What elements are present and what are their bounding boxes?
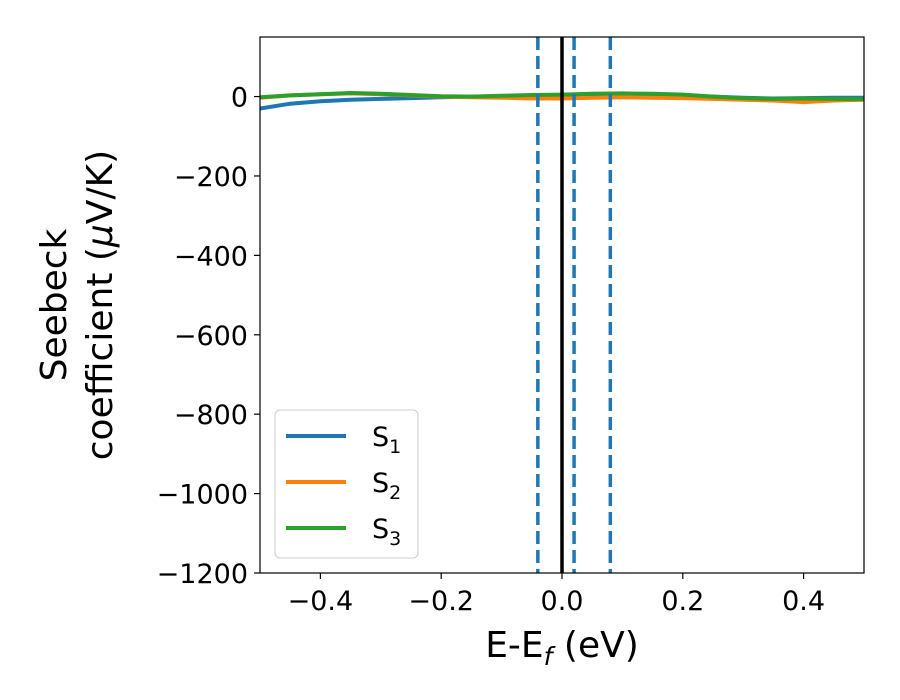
y-axis-label-line2: coefficient (μV/K): [80, 150, 121, 460]
legend-box: [274, 409, 419, 559]
x-axis-label-unit: (eV): [552, 625, 638, 666]
x-tick-label: −0.4: [288, 586, 354, 617]
x-tick-label: 0.4: [782, 586, 825, 617]
y-tick-label: −600: [174, 321, 248, 352]
y-tick-label: −1200: [157, 559, 248, 590]
y-axis-ticks: 0 −200 −400 −600 −800 −1000 −1200: [157, 83, 260, 590]
legend-label-s3: S3: [372, 514, 401, 550]
y-axis-label-mu: μ: [80, 224, 121, 248]
legend-label-s2: S2: [372, 468, 401, 504]
y-tick-label: −1000: [157, 480, 248, 511]
vline-layer: [536, 37, 613, 573]
y-tick-label: −800: [174, 400, 248, 431]
y-tick-label: 0: [231, 83, 248, 114]
x-axis-label: E-Ef (eV): [485, 625, 639, 671]
legend: S1 S2 S3: [274, 409, 419, 559]
y-axis-label-line1: Seebeck: [34, 228, 75, 381]
legend-label-s1: S1: [372, 422, 401, 458]
x-tick-label: −0.2: [408, 586, 474, 617]
x-tick-label: 0.0: [541, 586, 584, 617]
y-axis-label: Seebeck coefficient (μV/K): [34, 150, 121, 460]
x-axis-ticks: −0.4 −0.2 0.0 0.2 0.4: [288, 573, 825, 617]
y-tick-label: −400: [174, 241, 248, 272]
y-tick-label: −200: [174, 162, 248, 193]
x-tick-label: 0.2: [661, 586, 704, 617]
